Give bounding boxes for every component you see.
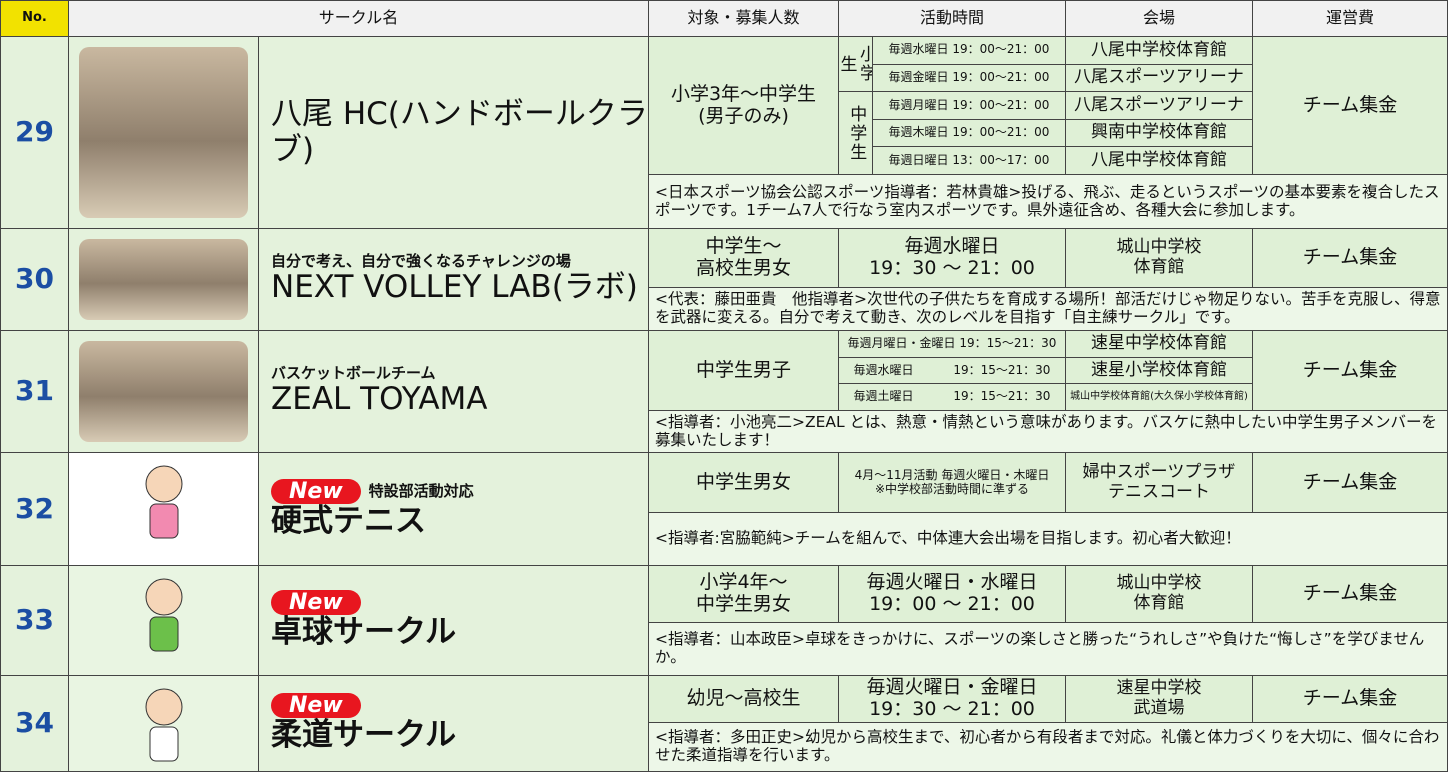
venue: 城山中学校 体育館	[1065, 228, 1253, 288]
photo	[79, 239, 248, 320]
description: <代表：藤田亜貴 他指導者>次世代の子供たちを育成する場所！部活だけじゃ物足りな…	[648, 287, 1448, 331]
illustration	[145, 578, 182, 651]
schedule-venue: 城山中学校体育館(大久保小学校体育館)	[1065, 383, 1253, 411]
target: 中学生男女	[648, 452, 839, 513]
row-number: 29	[0, 36, 69, 229]
target: 小学3年～中学生 (男子のみ)	[648, 36, 839, 175]
schedule-time: 毎週木曜日 19：00～21：00	[872, 118, 1066, 148]
tagline: 自分で考え、自分で強くなるチャレンジの場	[271, 252, 571, 271]
schedule-venue: 速星中学校体育館	[1065, 330, 1253, 358]
time: 毎週火曜日・水曜日 19：00 ～ 21：00	[838, 565, 1066, 623]
schedule-time: 毎週日曜日 13：00～17：00	[872, 146, 1066, 175]
photo	[79, 341, 248, 442]
cost: チーム集金	[1252, 565, 1448, 623]
row-number: 33	[0, 565, 69, 676]
circle-name: ZEAL TOYAMA	[271, 381, 488, 418]
tagline-line: New	[271, 590, 361, 616]
illustration-cell	[68, 675, 259, 772]
row-number: 32	[0, 452, 69, 566]
cost: チーム集金	[1252, 228, 1448, 288]
venue: 速星中学校 武道場	[1065, 675, 1253, 723]
new-badge: New	[271, 693, 361, 719]
tagline: バスケットボールチーム	[271, 364, 436, 383]
schedule-venue: 興南中学校体育館	[1065, 118, 1253, 148]
name-cell: New 柔道サークル	[258, 675, 649, 772]
description: <指導者:宮脇範純>チームを組んで、中体連大会出場を目指します。初心者大歓迎！	[648, 512, 1448, 566]
row-number: 34	[0, 675, 69, 772]
schedule-venue: 八尾スポーツアリーナ	[1065, 63, 1253, 93]
group-label: 中学生	[838, 91, 873, 175]
venue: 婦中スポーツプラザ テニスコート	[1065, 452, 1253, 513]
illustration-cell	[68, 452, 259, 566]
schedule-venue: 八尾スポーツアリーナ	[1065, 91, 1253, 120]
name-cell: バスケットボールチーム ZEAL TOYAMA	[258, 330, 649, 453]
tagline-line: New 特設部活動対応	[271, 478, 474, 504]
schedule-time: 毎週月曜日・金曜日 19：15～21：30	[838, 330, 1066, 358]
tagline-line: バスケットボールチーム	[271, 364, 436, 383]
schedule-venue: 八尾中学校体育館	[1065, 36, 1253, 65]
name-cell: 自分で考え、自分で強くなるチャレンジの場 NEXT VOLLEY LAB(ラボ)	[258, 228, 649, 331]
schedule-time: 毎週金曜日 19：00～21：00	[872, 63, 1066, 93]
time: 4月～11月活動 毎週火曜日・木曜日 ※中学校部活動時間に準ずる	[838, 452, 1066, 513]
circle-name: 卓球サークル	[271, 614, 457, 651]
description: <指導者：山本政臣>卓球をきっかけに、スポーツの楽しさと勝った“うれしさ”や負け…	[648, 622, 1448, 676]
tagline: 特設部活動対応	[368, 481, 474, 500]
cost: チーム集金	[1252, 675, 1448, 723]
target: 幼児～高校生	[648, 675, 839, 723]
description: <日本スポーツ協会公認スポーツ指導者：若林貴雄>投げる、飛ぶ、走るというスポーツ…	[648, 174, 1448, 229]
tagline-line: 自分で考え、自分で強くなるチャレンジの場	[271, 252, 571, 271]
tagline-line: New	[271, 693, 361, 719]
photo	[79, 47, 248, 218]
header-no: No.	[0, 0, 69, 37]
row-number: 31	[0, 330, 69, 453]
target: 中学生男子	[648, 330, 839, 411]
photo-cell	[68, 330, 259, 453]
circle-name: 柔道サークル	[271, 717, 457, 754]
schedule-time: 毎週月曜日 19：00～21：00	[872, 91, 1066, 120]
description: <指導者：小池亮二>ZEAL とは、熱意・情熱という意味があります。バスケに熱中…	[648, 410, 1448, 453]
schedule-time: 毎週水曜日 19：15～21：30	[838, 356, 1066, 385]
target: 小学4年～ 中学生男女	[648, 565, 839, 623]
circle-name: 硬式テニス	[271, 502, 426, 539]
schedule-venue: 八尾中学校体育館	[1065, 146, 1253, 175]
cost: チーム集金	[1252, 330, 1448, 411]
illustration-cell	[68, 565, 259, 676]
illustration	[145, 688, 182, 761]
new-badge: New	[271, 590, 361, 616]
header-time: 活動時間	[838, 0, 1066, 37]
header-target: 対象・募集人数	[648, 0, 839, 37]
illustration	[145, 465, 182, 538]
name-cell: 八尾 HC(ハンドボールクラブ)	[258, 36, 649, 229]
row-number: 30	[0, 228, 69, 331]
circle-name: NEXT VOLLEY LAB(ラボ)	[271, 269, 638, 306]
photo-cell	[68, 36, 259, 229]
name-cell: New 卓球サークル	[258, 565, 649, 676]
schedule-venue: 速星小学校体育館	[1065, 356, 1253, 385]
time: 毎週火曜日・金曜日 19：30 ～ 21：00	[838, 675, 1066, 723]
new-badge: New	[271, 478, 361, 504]
header-cost: 運営費	[1252, 0, 1448, 37]
name-cell: New 特設部活動対応硬式テニス	[258, 452, 649, 566]
header-name: サークル名	[68, 0, 649, 37]
header-venue: 会場	[1065, 0, 1253, 37]
cost: チーム集金	[1252, 36, 1448, 175]
schedule-time: 毎週土曜日 19：15～21：30	[838, 383, 1066, 411]
circle-name: 八尾 HC(ハンドボールクラブ)	[271, 95, 648, 168]
photo-cell	[68, 228, 259, 331]
venue: 城山中学校 体育館	[1065, 565, 1253, 623]
schedule-time: 毎週水曜日 19：00～21：00	[872, 36, 1066, 65]
target: 中学生～ 高校生男女	[648, 228, 839, 288]
cost: チーム集金	[1252, 452, 1448, 513]
time: 毎週水曜日 19：30 ～ 21：00	[838, 228, 1066, 288]
group-label: 小学生	[838, 36, 873, 93]
description: <指導者：多田正史>幼児から高校生まで、初心者から有段者まで対応。礼儀と体力づく…	[648, 722, 1448, 772]
